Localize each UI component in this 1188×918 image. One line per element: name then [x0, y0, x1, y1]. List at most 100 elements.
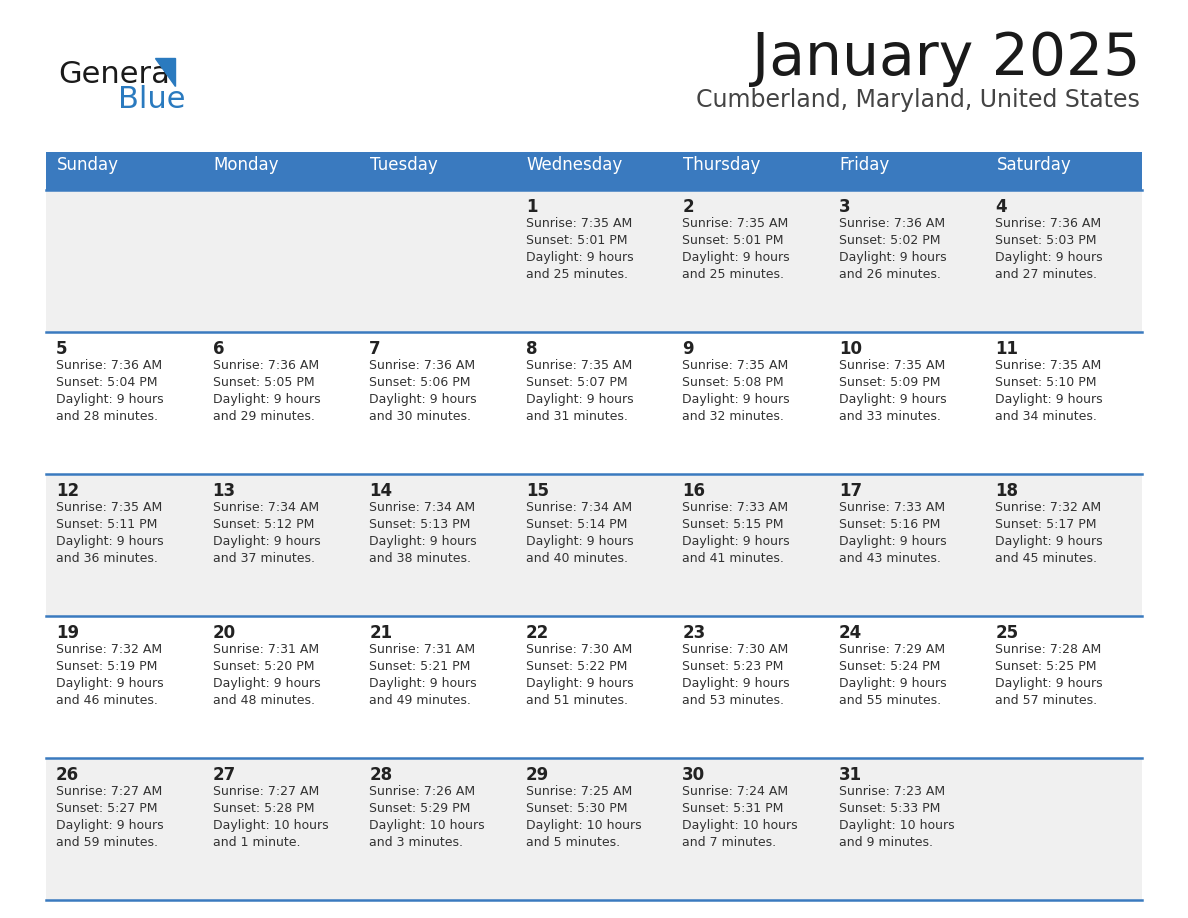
Text: and 31 minutes.: and 31 minutes.: [526, 410, 627, 423]
Text: Sunset: 5:12 PM: Sunset: 5:12 PM: [213, 518, 314, 531]
Text: Sunrise: 7:35 AM: Sunrise: 7:35 AM: [682, 359, 789, 372]
Text: Sunset: 5:17 PM: Sunset: 5:17 PM: [996, 518, 1097, 531]
Text: Sunset: 5:31 PM: Sunset: 5:31 PM: [682, 802, 784, 815]
Text: and 55 minutes.: and 55 minutes.: [839, 694, 941, 707]
Text: Daylight: 9 hours: Daylight: 9 hours: [56, 535, 164, 548]
Bar: [46, 190, 203, 332]
Text: Sunset: 5:27 PM: Sunset: 5:27 PM: [56, 802, 158, 815]
Text: Sunset: 5:29 PM: Sunset: 5:29 PM: [369, 802, 470, 815]
Text: Daylight: 9 hours: Daylight: 9 hours: [682, 677, 790, 690]
Text: Sunset: 5:11 PM: Sunset: 5:11 PM: [56, 518, 157, 531]
Bar: [829, 616, 985, 758]
Text: and 53 minutes.: and 53 minutes.: [682, 694, 784, 707]
Text: Sunset: 5:25 PM: Sunset: 5:25 PM: [996, 660, 1097, 673]
Text: 30: 30: [682, 766, 706, 784]
Text: Sunrise: 7:34 AM: Sunrise: 7:34 AM: [369, 501, 475, 514]
Bar: [203, 474, 359, 616]
Text: Daylight: 9 hours: Daylight: 9 hours: [839, 677, 947, 690]
Bar: [203, 332, 359, 474]
Text: and 5 minutes.: and 5 minutes.: [526, 836, 620, 849]
Text: and 34 minutes.: and 34 minutes.: [996, 410, 1098, 423]
Bar: [46, 758, 203, 900]
Bar: [672, 474, 829, 616]
Text: and 32 minutes.: and 32 minutes.: [682, 410, 784, 423]
Text: Sunset: 5:10 PM: Sunset: 5:10 PM: [996, 376, 1097, 389]
Text: Daylight: 9 hours: Daylight: 9 hours: [369, 677, 476, 690]
Text: 19: 19: [56, 624, 80, 642]
Text: January 2025: January 2025: [752, 30, 1140, 87]
Text: 16: 16: [682, 482, 706, 500]
Text: 7: 7: [369, 340, 381, 358]
Text: Sunrise: 7:28 AM: Sunrise: 7:28 AM: [996, 643, 1101, 656]
Text: 14: 14: [369, 482, 392, 500]
Text: Sunset: 5:15 PM: Sunset: 5:15 PM: [682, 518, 784, 531]
Text: Sunrise: 7:31 AM: Sunrise: 7:31 AM: [369, 643, 475, 656]
Bar: [829, 332, 985, 474]
Text: and 37 minutes.: and 37 minutes.: [213, 552, 315, 565]
Text: 2: 2: [682, 198, 694, 216]
Text: 4: 4: [996, 198, 1007, 216]
Text: Daylight: 9 hours: Daylight: 9 hours: [996, 393, 1102, 406]
Text: Sunset: 5:13 PM: Sunset: 5:13 PM: [369, 518, 470, 531]
Text: and 43 minutes.: and 43 minutes.: [839, 552, 941, 565]
Text: and 26 minutes.: and 26 minutes.: [839, 268, 941, 281]
Text: Monday: Monday: [214, 156, 279, 174]
Bar: [516, 474, 672, 616]
Text: and 9 minutes.: and 9 minutes.: [839, 836, 933, 849]
Text: 24: 24: [839, 624, 862, 642]
Bar: [46, 474, 203, 616]
Bar: [672, 152, 829, 190]
Text: Daylight: 9 hours: Daylight: 9 hours: [839, 535, 947, 548]
Text: Sunrise: 7:32 AM: Sunrise: 7:32 AM: [996, 501, 1101, 514]
Text: Sunset: 5:14 PM: Sunset: 5:14 PM: [526, 518, 627, 531]
Text: Sunset: 5:23 PM: Sunset: 5:23 PM: [682, 660, 784, 673]
Bar: [985, 152, 1142, 190]
Text: Sunrise: 7:36 AM: Sunrise: 7:36 AM: [213, 359, 318, 372]
Text: 6: 6: [213, 340, 225, 358]
Text: and 48 minutes.: and 48 minutes.: [213, 694, 315, 707]
Text: Daylight: 10 hours: Daylight: 10 hours: [526, 819, 642, 832]
Bar: [985, 190, 1142, 332]
Text: Sunrise: 7:31 AM: Sunrise: 7:31 AM: [213, 643, 318, 656]
Text: Daylight: 9 hours: Daylight: 9 hours: [996, 535, 1102, 548]
Text: Sunset: 5:09 PM: Sunset: 5:09 PM: [839, 376, 941, 389]
Text: Sunset: 5:03 PM: Sunset: 5:03 PM: [996, 234, 1097, 247]
Text: and 57 minutes.: and 57 minutes.: [996, 694, 1098, 707]
Text: Daylight: 9 hours: Daylight: 9 hours: [56, 677, 164, 690]
Bar: [203, 758, 359, 900]
Text: Sunrise: 7:35 AM: Sunrise: 7:35 AM: [56, 501, 163, 514]
Bar: [46, 152, 203, 190]
Text: Sunrise: 7:32 AM: Sunrise: 7:32 AM: [56, 643, 162, 656]
Text: Sunrise: 7:30 AM: Sunrise: 7:30 AM: [682, 643, 789, 656]
Bar: [672, 332, 829, 474]
Text: 20: 20: [213, 624, 235, 642]
Bar: [359, 758, 516, 900]
Text: and 51 minutes.: and 51 minutes.: [526, 694, 627, 707]
Text: 31: 31: [839, 766, 862, 784]
Text: 3: 3: [839, 198, 851, 216]
Text: Daylight: 9 hours: Daylight: 9 hours: [369, 393, 476, 406]
Text: Daylight: 9 hours: Daylight: 9 hours: [213, 677, 321, 690]
Bar: [985, 474, 1142, 616]
Text: and 1 minute.: and 1 minute.: [213, 836, 301, 849]
Text: Sunset: 5:06 PM: Sunset: 5:06 PM: [369, 376, 470, 389]
Bar: [516, 616, 672, 758]
Text: and 3 minutes.: and 3 minutes.: [369, 836, 463, 849]
Text: Daylight: 9 hours: Daylight: 9 hours: [526, 393, 633, 406]
Text: 23: 23: [682, 624, 706, 642]
Text: Wednesday: Wednesday: [526, 156, 623, 174]
Text: Sunset: 5:04 PM: Sunset: 5:04 PM: [56, 376, 158, 389]
Text: Daylight: 10 hours: Daylight: 10 hours: [213, 819, 328, 832]
Bar: [359, 152, 516, 190]
Text: 9: 9: [682, 340, 694, 358]
Bar: [359, 616, 516, 758]
Bar: [672, 190, 829, 332]
Text: and 45 minutes.: and 45 minutes.: [996, 552, 1098, 565]
Text: Sunrise: 7:35 AM: Sunrise: 7:35 AM: [526, 217, 632, 230]
Text: and 59 minutes.: and 59 minutes.: [56, 836, 158, 849]
Text: and 25 minutes.: and 25 minutes.: [526, 268, 627, 281]
Bar: [203, 152, 359, 190]
Text: Sunrise: 7:24 AM: Sunrise: 7:24 AM: [682, 785, 789, 798]
Text: Sunrise: 7:27 AM: Sunrise: 7:27 AM: [213, 785, 318, 798]
Text: Sunset: 5:05 PM: Sunset: 5:05 PM: [213, 376, 314, 389]
